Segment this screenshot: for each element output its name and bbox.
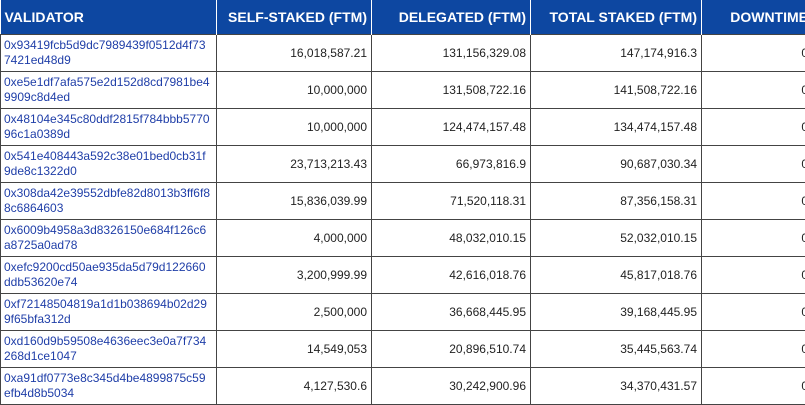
- self-staked-cell: 4,127,530.6: [216, 366, 372, 405]
- self-staked-cell: 15,836,039.99: [216, 181, 372, 220]
- downtime-cell: 0: [701, 33, 805, 72]
- column-header-self-staked[interactable]: SELF-STAKED (FTM): [216, 0, 372, 34]
- validator-address-cell: 0x6009b4958a3d8326150e684f126c6a8725a0ad…: [0, 218, 217, 257]
- validator-address-link[interactable]: 0xd160d9b59508e4636eec3e0a7f734268d1ce10…: [4, 333, 207, 363]
- total-staked-cell: 134,474,157.48: [530, 107, 702, 146]
- table-row: 0x93419fcb5d9dc7989439f0512d4f737421ed48…: [0, 33, 805, 72]
- validator-address-cell: 0x541e408443a592c38e01bed0cb31f9de8c1322…: [0, 144, 217, 183]
- downtime-cell: 0: [701, 292, 805, 331]
- total-staked-cell: 141,508,722.16: [530, 70, 702, 109]
- delegated-cell: 42,616,018.76: [371, 255, 531, 294]
- table-row: 0x48104e345c80ddf2815f784bbb577096c1a038…: [0, 107, 805, 146]
- delegated-cell: 71,520,118.31: [371, 181, 531, 220]
- validator-address-link[interactable]: 0x308da42e39552dbfe82d8013b3ff6f88c68646…: [4, 185, 210, 215]
- validator-address-cell: 0xa91df0773e8c345d4be4899875c59efb4d8b50…: [0, 366, 217, 405]
- validator-address-link[interactable]: 0x93419fcb5d9dc7989439f0512d4f737421ed48…: [4, 37, 206, 67]
- table-header: VALIDATOR SELF-STAKED (FTM) DELEGATED (F…: [0, 0, 805, 34]
- validator-address-link[interactable]: 0xe5e1df7afa575e2d152d8cd7981be49909c8d4…: [4, 74, 210, 104]
- table-row: 0xe5e1df7afa575e2d152d8cd7981be49909c8d4…: [0, 70, 805, 109]
- table-row: 0xefc9200cd50ae935da5d79d122660ddb53620e…: [0, 255, 805, 294]
- column-header-delegated[interactable]: DELEGATED (FTM): [371, 0, 531, 34]
- downtime-cell: 0: [701, 107, 805, 146]
- total-staked-cell: 45,817,018.76: [530, 255, 702, 294]
- self-staked-cell: 10,000,000: [216, 70, 372, 109]
- validator-address-link[interactable]: 0x48104e345c80ddf2815f784bbb577096c1a038…: [4, 111, 210, 141]
- table-row: 0xf72148504819a1d1b038694b02d299f65bfa31…: [0, 292, 805, 331]
- delegated-cell: 20,896,510.74: [371, 329, 531, 368]
- validator-address-cell: 0xf72148504819a1d1b038694b02d299f65bfa31…: [0, 292, 217, 331]
- validator-address-cell: 0x48104e345c80ddf2815f784bbb577096c1a038…: [0, 107, 217, 146]
- validator-address-link[interactable]: 0x6009b4958a3d8326150e684f126c6a8725a0ad…: [4, 222, 207, 252]
- delegated-cell: 131,508,722.16: [371, 70, 531, 109]
- table-row: 0xa91df0773e8c345d4be4899875c59efb4d8b50…: [0, 366, 805, 405]
- self-staked-cell: 3,200,999.99: [216, 255, 372, 294]
- total-staked-cell: 34,370,431.57: [530, 366, 702, 405]
- validator-address-link[interactable]: 0xa91df0773e8c345d4be4899875c59efb4d8b50…: [4, 370, 206, 400]
- header-row: VALIDATOR SELF-STAKED (FTM) DELEGATED (F…: [0, 0, 805, 34]
- downtime-cell: 0: [701, 329, 805, 368]
- self-staked-cell: 2,500,000: [216, 292, 372, 331]
- delegated-cell: 66,973,816.9: [371, 144, 531, 183]
- self-staked-cell: 10,000,000: [216, 107, 372, 146]
- column-header-validator[interactable]: VALIDATOR: [0, 0, 217, 34]
- downtime-cell: 0: [701, 366, 805, 405]
- table-row: 0xd160d9b59508e4636eec3e0a7f734268d1ce10…: [0, 329, 805, 368]
- table-row: 0x308da42e39552dbfe82d8013b3ff6f88c68646…: [0, 181, 805, 220]
- self-staked-cell: 23,713,213.43: [216, 144, 372, 183]
- validator-address-cell: 0xd160d9b59508e4636eec3e0a7f734268d1ce10…: [0, 329, 217, 368]
- delegated-cell: 48,032,010.15: [371, 218, 531, 257]
- self-staked-cell: 16,018,587.21: [216, 33, 372, 72]
- downtime-cell: 0: [701, 255, 805, 294]
- total-staked-cell: 90,687,030.34: [530, 144, 702, 183]
- validator-address-link[interactable]: 0xefc9200cd50ae935da5d79d122660ddb53620e…: [4, 259, 206, 289]
- delegated-cell: 131,156,329.08: [371, 33, 531, 72]
- downtime-cell: 0: [701, 218, 805, 257]
- downtime-cell: 0: [701, 181, 805, 220]
- self-staked-cell: 14,549,053: [216, 329, 372, 368]
- delegated-cell: 124,474,157.48: [371, 107, 531, 146]
- table-body: 0x93419fcb5d9dc7989439f0512d4f737421ed48…: [0, 33, 805, 405]
- column-header-downtime[interactable]: DOWNTIME: [701, 0, 805, 34]
- total-staked-cell: 35,445,563.74: [530, 329, 702, 368]
- validator-address-cell: 0xefc9200cd50ae935da5d79d122660ddb53620e…: [0, 255, 217, 294]
- validator-address-link[interactable]: 0x541e408443a592c38e01bed0cb31f9de8c1322…: [4, 148, 206, 178]
- delegated-cell: 30,242,900.96: [371, 366, 531, 405]
- downtime-cell: 0: [701, 70, 805, 109]
- self-staked-cell: 4,000,000: [216, 218, 372, 257]
- total-staked-cell: 147,174,916.3: [530, 33, 702, 72]
- delegated-cell: 36,668,445.95: [371, 292, 531, 331]
- validator-address-link[interactable]: 0xf72148504819a1d1b038694b02d299f65bfa31…: [4, 296, 207, 326]
- validator-address-cell: 0xe5e1df7afa575e2d152d8cd7981be49909c8d4…: [0, 70, 217, 109]
- column-header-total-staked[interactable]: TOTAL STAKED (FTM): [530, 0, 702, 34]
- validator-address-cell: 0x308da42e39552dbfe82d8013b3ff6f88c68646…: [0, 181, 217, 220]
- validator-address-cell: 0x93419fcb5d9dc7989439f0512d4f737421ed48…: [0, 33, 217, 72]
- table-row: 0x541e408443a592c38e01bed0cb31f9de8c1322…: [0, 144, 805, 183]
- total-staked-cell: 52,032,010.15: [530, 218, 702, 257]
- total-staked-cell: 87,356,158.31: [530, 181, 702, 220]
- downtime-cell: 0: [701, 144, 805, 183]
- table-row: 0x6009b4958a3d8326150e684f126c6a8725a0ad…: [0, 218, 805, 257]
- total-staked-cell: 39,168,445.95: [530, 292, 702, 331]
